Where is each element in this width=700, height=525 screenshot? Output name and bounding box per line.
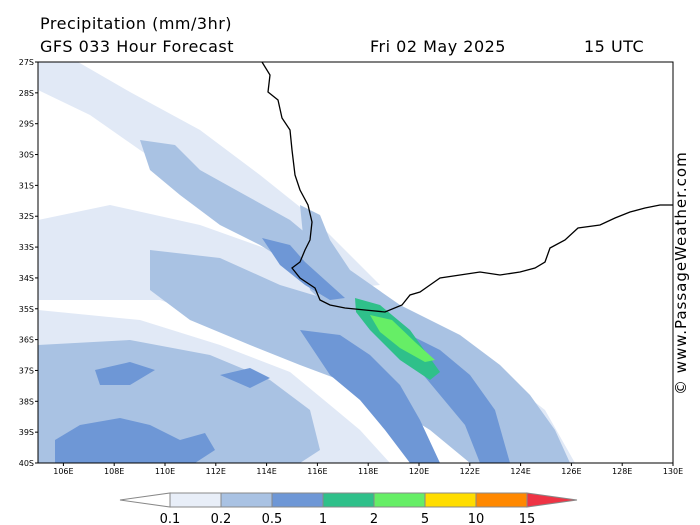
legend-swatch <box>220 492 273 508</box>
precipitation-legend: 0.1 0.2 0.5 1 2 5 10 15 <box>119 492 578 525</box>
precip-band-0-2-coast <box>300 205 570 463</box>
lat-label: 30S <box>19 151 34 160</box>
map-title: Precipitation (mm/3hr) <box>40 14 233 33</box>
lon-label: 108E <box>104 467 124 476</box>
lat-label: 34S <box>19 274 34 283</box>
legend-label: 1 <box>319 512 327 525</box>
lon-label: 124E <box>510 467 530 476</box>
lon-label: 122E <box>460 467 480 476</box>
legend-swatch <box>271 492 324 508</box>
legend-arrow-low <box>119 492 171 508</box>
lat-label: 27S <box>19 58 34 67</box>
longitude-axis: 106E 108E 110E 112E 114E 116E 118E 120E 122E 124E… <box>53 463 683 476</box>
lon-label: 110E <box>155 467 175 476</box>
credit-text: © www.PassageWeather.com <box>672 151 690 395</box>
lon-label: 130E <box>663 467 683 476</box>
legend-label: 0.1 <box>160 512 181 525</box>
lat-label: 35S <box>19 305 34 314</box>
precip-band-0-5-patch-1 <box>95 362 155 385</box>
precip-band-0-2-north <box>140 140 360 300</box>
legend-label: 2 <box>370 512 378 525</box>
lat-label: 33S <box>19 243 34 252</box>
legend-swatch <box>424 492 477 508</box>
legend-label: 0.2 <box>211 512 232 525</box>
forecast-time: 15 UTC <box>584 37 645 56</box>
legend-label: 0.5 <box>262 512 283 525</box>
latitude-axis: 27S 28S 29S 30S 31S 32S 33S 34S 35S 36S 37S 38S 39S 4… <box>19 58 38 468</box>
legend-arrow-high <box>526 492 578 508</box>
precip-band-0-5-patch-2 <box>220 368 270 388</box>
forecast-subtitle: GFS 033 Hour Forecast <box>40 37 235 56</box>
lon-label: 112E <box>206 467 226 476</box>
lon-label: 106E <box>53 467 73 476</box>
lon-label: 128E <box>612 467 632 476</box>
lat-label: 38S <box>19 397 34 406</box>
lat-label: 36S <box>19 336 34 345</box>
lon-label: 120E <box>409 467 429 476</box>
legend-swatch <box>169 492 222 508</box>
precip-band-0-5-north <box>262 238 345 300</box>
lat-label: 37S <box>19 366 34 375</box>
precip-band-2-5 <box>370 315 435 362</box>
legend-label: 10 <box>468 512 485 525</box>
precipitation-field <box>38 62 673 463</box>
legend-label: 5 <box>421 512 429 525</box>
lat-label: 40S <box>19 459 34 468</box>
lat-label: 39S <box>19 428 34 437</box>
australia-coastline <box>261 62 673 313</box>
lat-label: 31S <box>19 181 34 190</box>
map-frame <box>37 61 674 464</box>
lat-label: 29S <box>19 120 34 129</box>
legend-swatch <box>475 492 528 508</box>
lon-label: 126E <box>561 467 581 476</box>
lat-label: 28S <box>19 89 34 98</box>
lat-label: 32S <box>19 212 34 221</box>
precip-band-0-5-southwest <box>55 418 215 463</box>
lon-label: 114E <box>256 467 276 476</box>
legend-swatch <box>322 492 375 508</box>
lon-label: 118E <box>358 467 378 476</box>
precip-band-0-5-main <box>300 330 440 463</box>
legend-label: 15 <box>519 512 536 525</box>
forecast-date: Fri 02 May 2025 <box>370 37 506 56</box>
legend-swatch <box>373 492 426 508</box>
lon-label: 116E <box>307 467 327 476</box>
